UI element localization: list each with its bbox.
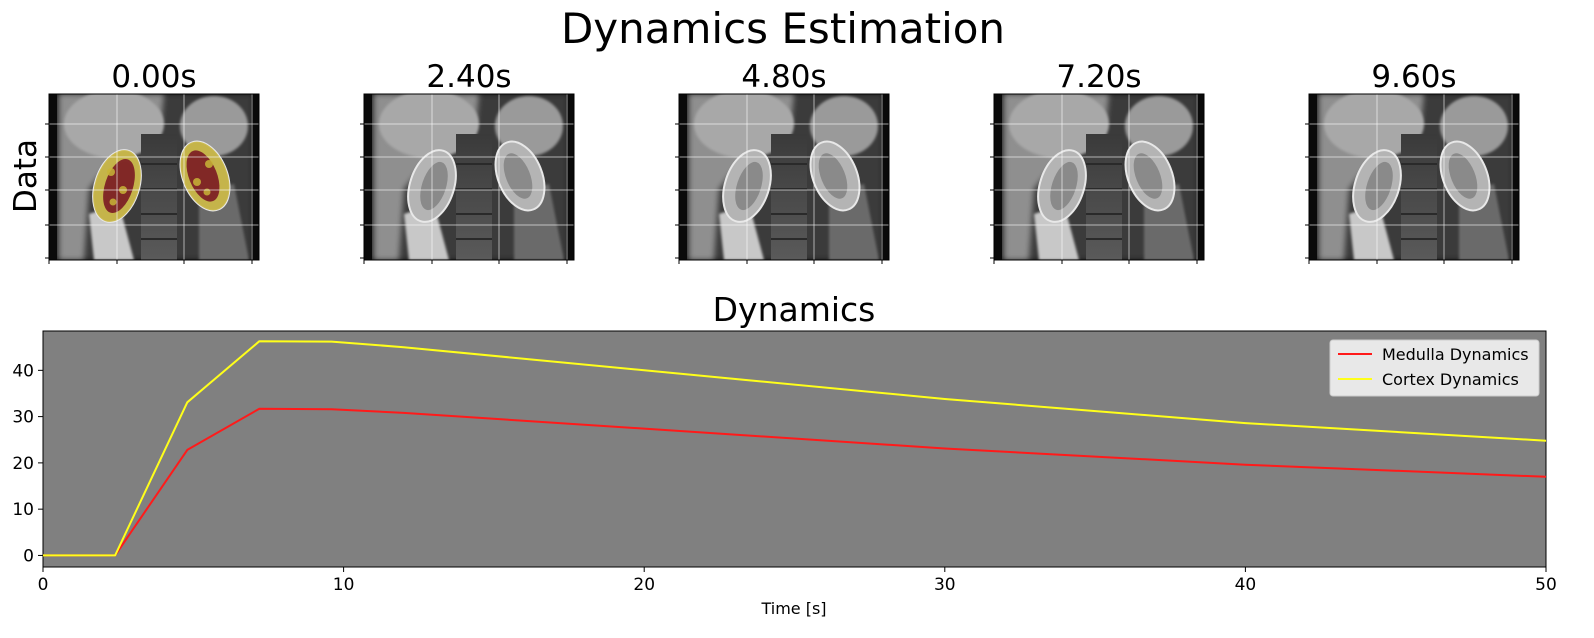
mri-slice [994,90,1204,260]
series-line-medulla-dynamics [43,407,1547,557]
frame-time-label: 7.20s [1056,59,1141,95]
frame-grid [49,94,259,260]
x-tick-label: 50 [1535,575,1557,595]
x-tick-label: 30 [934,575,956,595]
frame-row: 0.00s 2.40s 4.80s 7.20s 9.60s [45,59,1520,264]
y-tick-label: 0 [23,546,34,566]
frame-grid [364,94,574,260]
frame-grid [1309,94,1519,260]
dynamics-chart: Dynamics 0 10 20 30 40 50 0 10 20 30 40 Time [s] M… [12,290,1556,618]
frame-4: 9.60s [1305,59,1520,264]
x-tick-label: 0 [38,575,49,595]
mri-slice [364,90,574,260]
frame-border [1308,93,1520,261]
x-tick-label: 40 [1235,575,1257,595]
frame-grid [994,94,1204,260]
legend: Medulla Dynamics Cortex Dynamics [1329,339,1540,397]
legend-entry: Medulla Dynamics [1382,345,1529,364]
x-tick-label: 20 [633,575,655,595]
frame-border [678,93,890,261]
row-label: Data [8,139,44,213]
x-tick-label: 10 [333,575,355,595]
frame-border [363,93,575,261]
legend-entry: Cortex Dynamics [1382,370,1519,389]
frame-2: 4.80s [675,59,890,264]
legend-box [1329,339,1540,397]
frame-border [48,93,260,261]
frame-time-label: 0.00s [111,59,196,95]
frame-1: 2.40s [360,59,575,264]
y-tick-label: 10 [12,500,34,520]
x-axis-label: Time [s] [760,599,826,618]
y-tick-label: 30 [12,408,34,428]
frame-time-label: 2.40s [426,59,511,95]
frame-3: 7.20s [990,59,1205,264]
frame-time-label: 4.80s [741,59,826,95]
frame-border [993,93,1205,261]
figure-title: Dynamics Estimation [561,4,1005,53]
frame-0: 0.00s [45,59,260,264]
mri-slice [679,90,889,260]
y-tick-label: 20 [12,454,34,474]
mri-slice [49,90,259,260]
series-line-cortex-dynamics [43,340,1547,557]
frame-time-label: 9.60s [1371,59,1456,95]
plot-area [42,330,1547,568]
frame-grid [679,94,889,260]
y-tick-label: 40 [12,361,34,381]
chart-title: Dynamics [713,290,876,329]
mri-slice [1309,90,1519,260]
